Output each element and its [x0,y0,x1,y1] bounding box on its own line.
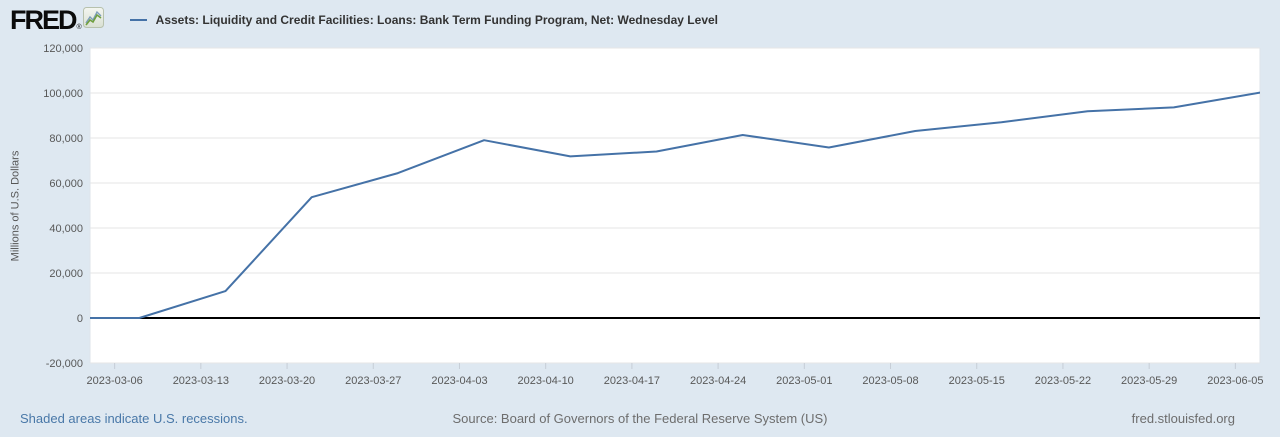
x-tick-label: 2023-03-13 [173,375,229,387]
site-link[interactable]: fred.stlouisfed.org [1131,411,1235,426]
fred-logo[interactable]: FRED ® [10,4,104,35]
x-tick-label: 2023-03-20 [259,375,315,387]
y-tick-label: 40,000 [49,223,83,235]
series-line [90,91,1260,319]
y-tick-label: -20,000 [46,358,83,370]
series-title: Assets: Liquidity and Credit Facilities:… [155,13,718,27]
fred-sparkline-icon [82,7,104,33]
recession-note-link[interactable]: Shaded areas indicate U.S. recessions. [20,411,248,426]
x-tick-label: 2023-05-08 [862,375,918,387]
x-tick-label: 2023-06-05 [1207,375,1263,387]
x-tick-label: 2023-04-03 [431,375,487,387]
x-tick-label: 2023-05-29 [1121,375,1177,387]
source-link[interactable]: Source: Board of Governors of the Federa… [452,411,828,426]
x-tick-label: 2023-03-06 [86,375,142,387]
legend-line-swatch [129,19,147,21]
fred-logo-text: FRED [10,4,77,35]
x-tick-label: 2023-04-24 [690,375,746,387]
x-tick-label: 2023-05-01 [776,375,832,387]
y-tick-label: 100,000 [43,88,83,100]
y-tick-label: 60,000 [49,178,83,190]
header: FRED ® Assets: Liquidity and Credit Faci… [10,5,718,35]
x-tick-label: 2023-04-17 [604,375,660,387]
x-tick-label: 2023-05-22 [1035,375,1091,387]
y-tick-label: 0 [77,313,83,325]
y-tick-label: 80,000 [49,133,83,145]
x-tick-label: 2023-03-27 [345,375,401,387]
chart-legend: Assets: Liquidity and Credit Facilities:… [129,13,718,27]
y-tick-label: 120,000 [43,43,83,55]
x-tick-label: 2023-05-15 [949,375,1005,387]
x-tick-label: 2023-04-10 [518,375,574,387]
registered-mark: ® [76,23,82,31]
y-tick-label: 20,000 [49,268,83,280]
plot-background [90,48,1260,363]
footer: Shaded areas indicate U.S. recessions. S… [0,411,1280,427]
